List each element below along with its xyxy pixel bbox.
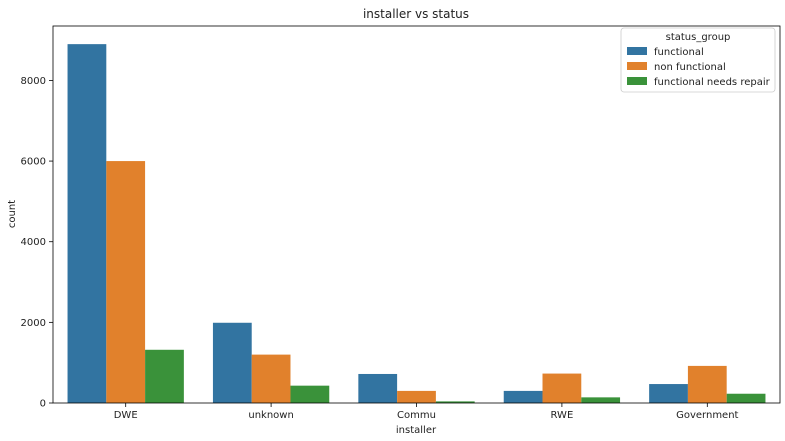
bar-government-functional [649, 384, 688, 403]
x-axis-label: installer [396, 425, 437, 436]
bar-rwe-functional-needs-repair [581, 397, 621, 403]
bar-government-non-functional [687, 365, 727, 403]
legend-title: status_group [666, 32, 731, 43]
x-tick-label: Government [676, 410, 738, 421]
bar-government-functional-needs-repair [726, 393, 766, 403]
bar-commu-functional-needs-repair [435, 401, 475, 403]
bar-commu-functional [358, 373, 398, 403]
bar-rwe-non-functional [542, 373, 582, 403]
bars-group [67, 44, 766, 403]
legend-label: functional needs repair [654, 77, 771, 88]
bar-dwe-non-functional [106, 161, 146, 403]
legend-label: non functional [654, 62, 726, 73]
x-tick-label: Commu [397, 410, 436, 421]
y-axis: 0 2000 4000 6000 8000 [21, 76, 53, 410]
plot-frame [52, 25, 781, 404]
x-axis: DWE unknown Commu RWE Government [114, 403, 739, 421]
bar-unknown-functional [212, 322, 252, 403]
legend-swatch [627, 77, 647, 85]
legend-box [620, 27, 776, 93]
legend-swatch [627, 47, 647, 55]
y-tick-label: 4000 [21, 237, 46, 248]
bar-unknown-functional-needs-repair [290, 385, 330, 403]
x-tick-label: unknown [248, 410, 293, 421]
bar-rwe-functional [503, 390, 543, 403]
legend-swatch [627, 62, 647, 70]
chart-title: installer vs status [363, 7, 469, 21]
legend-label: functional [654, 47, 704, 58]
bar-dwe-functional-needs-repair [145, 349, 184, 403]
y-tick-label: 6000 [21, 157, 46, 168]
y-tick-label: 0 [40, 399, 46, 410]
x-tick-label: RWE [551, 410, 574, 421]
y-axis-label: count [7, 200, 18, 228]
x-tick-label: DWE [114, 410, 138, 421]
y-tick-label: 8000 [21, 76, 46, 87]
y-tick-label: 2000 [21, 318, 46, 329]
legend-items: functional non functional functional needs… [627, 47, 771, 88]
bar-dwe-functional [67, 44, 107, 403]
bar-commu-non-functional [397, 390, 436, 403]
bar-unknown-non-functional [251, 354, 291, 403]
